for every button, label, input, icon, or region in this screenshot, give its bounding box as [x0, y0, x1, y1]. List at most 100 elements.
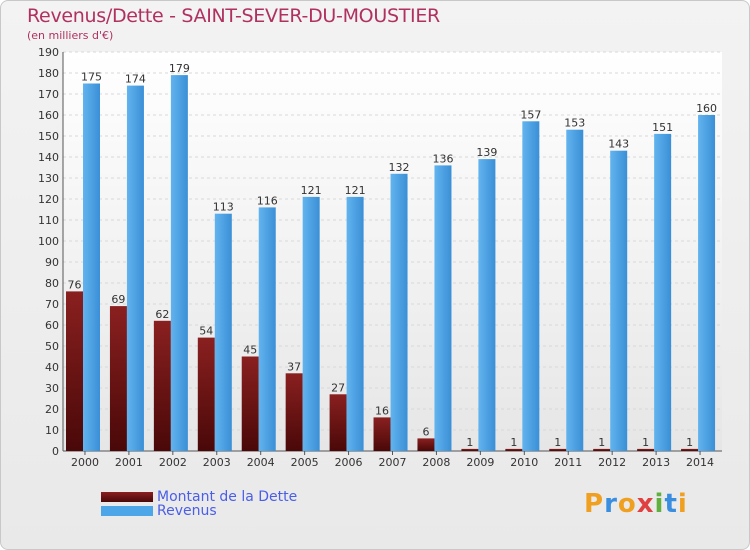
data-label: 136	[432, 152, 453, 165]
x-tick-label: 2014	[686, 456, 714, 469]
x-tick-label: 2012	[598, 456, 626, 469]
legend-item-revenus: Revenus	[101, 503, 217, 519]
data-label: 153	[564, 117, 585, 130]
legend-swatch-dette	[101, 492, 153, 502]
y-tick-label: 120	[38, 193, 59, 206]
data-label: 45	[243, 344, 257, 357]
bar-revenus	[566, 129, 584, 451]
proxiti-logo: Proxiti	[584, 489, 688, 519]
y-tick-label: 80	[45, 277, 59, 290]
y-tick-label: 20	[45, 403, 59, 416]
data-label: 1	[642, 436, 649, 449]
data-label: 6	[422, 425, 429, 438]
bar-revenus	[83, 83, 100, 451]
bar-dette	[549, 448, 567, 451]
bar-dette	[637, 448, 655, 451]
bar-dette	[285, 373, 303, 451]
bar-revenus	[478, 159, 496, 451]
x-tick-label: 2003	[203, 456, 231, 469]
y-tick-label: 50	[45, 340, 59, 353]
y-tick-label: 180	[38, 67, 59, 80]
bar-revenus	[346, 196, 364, 451]
data-label: 54	[199, 325, 213, 338]
bar-revenus	[698, 115, 716, 451]
x-tick-label: 2009	[466, 456, 494, 469]
y-tick-label: 40	[45, 361, 59, 374]
y-tick-label: 70	[45, 298, 59, 311]
x-tick-label: 2011	[554, 456, 582, 469]
data-label: 151	[652, 121, 673, 134]
bar-revenus	[522, 121, 540, 452]
bar-revenus	[434, 165, 452, 451]
data-label: 121	[345, 184, 366, 197]
y-tick-label: 140	[38, 151, 59, 164]
logo-letter: i	[654, 489, 665, 519]
bar-dette	[66, 291, 83, 451]
logo-letter: i	[677, 489, 688, 519]
data-label: 116	[257, 194, 278, 207]
bar-dette	[241, 356, 259, 451]
logo-letter: t	[664, 489, 678, 519]
data-label: 37	[287, 360, 301, 373]
x-tick-label: 2007	[379, 456, 407, 469]
chart-subtitle: (en milliers d'€)	[27, 29, 114, 42]
logo-letter: P	[584, 489, 605, 519]
bar-dette	[197, 337, 215, 451]
bar-revenus	[654, 133, 672, 451]
bar-revenus	[390, 173, 408, 452]
data-label: 157	[520, 108, 541, 121]
data-label: 1	[554, 436, 561, 449]
legend-item-dette: Montant de la Dette	[101, 489, 297, 505]
bar-dette	[417, 438, 435, 451]
legend-swatch-revenus	[101, 506, 153, 516]
x-tick-label: 2008	[422, 456, 450, 469]
data-label: 160	[696, 102, 717, 115]
y-tick-label: 10	[45, 424, 59, 437]
data-label: 121	[301, 184, 322, 197]
data-label: 1	[466, 436, 473, 449]
y-tick-label: 150	[38, 130, 59, 143]
data-label: 175	[81, 71, 102, 84]
data-label: 1	[686, 436, 693, 449]
bar-dette	[109, 306, 127, 451]
x-tick-label: 2010	[510, 456, 538, 469]
data-label: 69	[111, 293, 125, 306]
y-tick-label: 190	[38, 46, 59, 59]
y-tick-label: 100	[38, 235, 59, 248]
x-tick-label: 2004	[247, 456, 275, 469]
data-label: 27	[331, 381, 345, 394]
x-tick-label: 2013	[642, 456, 670, 469]
logo-letter: o	[617, 489, 637, 519]
x-tick-label: 2001	[115, 456, 143, 469]
y-tick-label: 130	[38, 172, 59, 185]
bar-dette	[373, 417, 391, 451]
y-tick-label: 160	[38, 109, 59, 122]
legend-label-dette: Montant de la Dette	[157, 489, 298, 505]
legend-label-revenus: Revenus	[157, 503, 217, 519]
bar-dette	[681, 448, 699, 451]
x-tick-label: 2002	[159, 456, 187, 469]
bar-revenus	[302, 196, 320, 451]
data-label: 132	[389, 161, 410, 174]
data-label: 16	[375, 404, 389, 417]
data-label: 143	[608, 138, 629, 151]
bar-revenus	[610, 150, 628, 451]
y-tick-label: 110	[38, 214, 59, 227]
bar-dette	[505, 448, 523, 451]
bar-dette	[153, 320, 171, 451]
data-label: 139	[476, 146, 497, 159]
bar-revenus	[170, 75, 188, 451]
y-tick-label: 90	[45, 256, 59, 269]
x-tick-label: 2006	[335, 456, 363, 469]
y-tick-label: 0	[52, 445, 59, 458]
y-tick-label: 60	[45, 319, 59, 332]
bar-revenus	[126, 85, 144, 451]
data-label: 76	[68, 278, 82, 291]
data-label: 62	[155, 308, 169, 321]
chart-title: Revenus/Dette - SAINT-SEVER-DU-MOUSTIER	[27, 5, 440, 27]
bar-dette	[461, 448, 479, 451]
x-tick-label: 2005	[291, 456, 319, 469]
data-label: 179	[169, 62, 190, 75]
